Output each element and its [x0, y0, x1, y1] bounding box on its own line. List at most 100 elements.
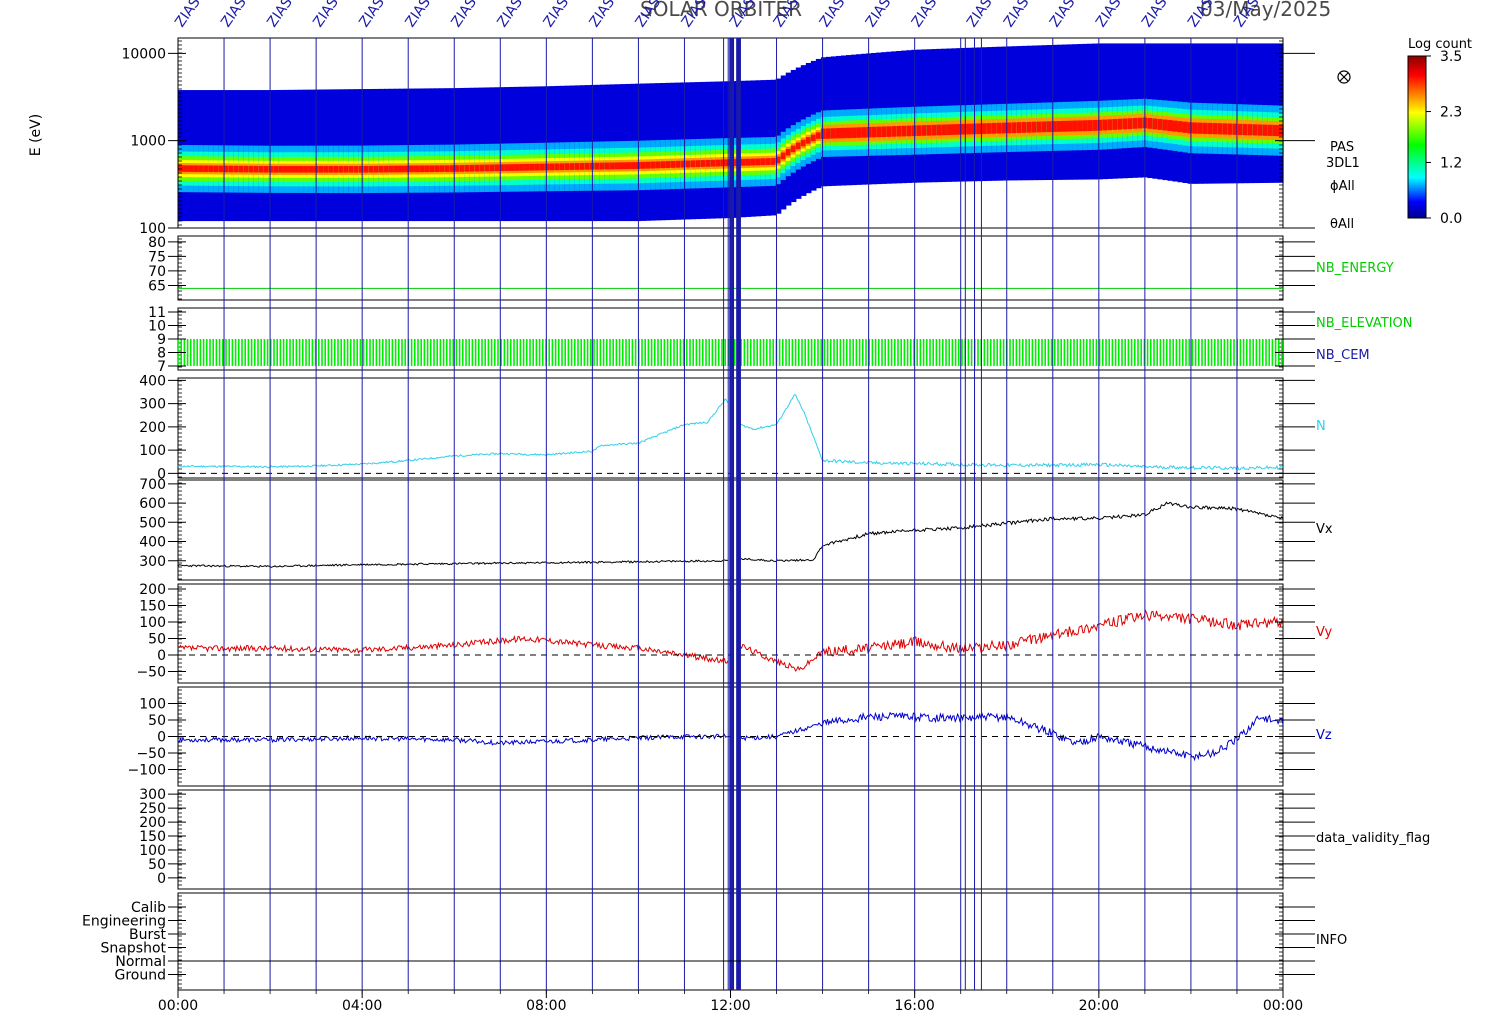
- spectrogram-cell: [544, 163, 551, 171]
- spectrogram-cell: [1026, 121, 1033, 133]
- spectrogram-cell: [203, 165, 209, 173]
- spectrogram-cell: [1011, 122, 1018, 134]
- spectrogram-column: [584, 85, 591, 222]
- spectrogram-column: [750, 80, 757, 217]
- spectrogram-cell: [815, 132, 822, 139]
- y-tick-label-vy: 200: [139, 582, 166, 598]
- spectrogram-column: [911, 49, 917, 183]
- spectrogram-cell: [1087, 120, 1093, 131]
- spectrogram-column: [620, 84, 626, 222]
- spectrogram-cell: [479, 164, 485, 172]
- spectrogram-cell: [680, 160, 686, 168]
- spectrogram-cell: [780, 152, 787, 160]
- zias-marker-label: ZIAS: [1001, 0, 1033, 30]
- spectrogram-cell: [318, 166, 325, 173]
- spectrogram-cell: [976, 123, 983, 135]
- spectrogram-column: [665, 82, 671, 221]
- spectrogram-cell: [906, 125, 912, 137]
- y-tick-label-validity: 0: [157, 871, 166, 887]
- spectrogram-column: [1067, 44, 1073, 180]
- y-tick-label-n: 300: [139, 397, 166, 413]
- spectrogram-column: [358, 89, 365, 222]
- spectrogram-column: [1197, 43, 1204, 184]
- colorbar-tick-label: 0.0: [1440, 211, 1462, 227]
- spectrogram-column: [253, 90, 259, 222]
- spectrogram-cell: [514, 164, 521, 171]
- spectrogram-column: [705, 81, 712, 219]
- spectrogram-cell: [1097, 119, 1103, 131]
- spectrogram-column: [439, 88, 445, 222]
- spectrogram-cell: [419, 165, 425, 173]
- spectrogram-column: [685, 82, 691, 220]
- time-axis: 00:00 04:00 08:00 12:00 16:00 20:00 00:00: [158, 990, 1303, 1014]
- y-tick-label-vz: 50: [148, 713, 166, 729]
- spectrogram-column: [675, 82, 681, 220]
- spectrogram-column: [1242, 43, 1249, 184]
- spectrogram-column: [1162, 43, 1169, 181]
- spectrogram-column: [1227, 43, 1234, 184]
- spectrogram-cell: [378, 165, 385, 173]
- spectrogram-cell: [760, 158, 767, 166]
- y-tick-label-info: Normal: [115, 954, 166, 970]
- spectrogram-cell: [1147, 118, 1154, 129]
- y-tick-label-spectrogram: 1000: [130, 134, 166, 150]
- spectrogram-column: [509, 86, 516, 222]
- spectrogram-cell: [765, 158, 772, 165]
- spectrogram-column: [1102, 43, 1108, 180]
- y-tick-label-vy: −50: [136, 664, 166, 680]
- spectrogram-column: [233, 90, 239, 222]
- label-vx: Vx: [1316, 522, 1333, 537]
- spectrogram-cell: [1036, 121, 1043, 133]
- spectrogram-column: [856, 54, 862, 185]
- y-tick-label-nb-elevation: 10: [148, 319, 166, 335]
- spectrogram-cell: [740, 158, 747, 166]
- spectrogram-column: [690, 82, 696, 220]
- spectrogram-column: [534, 86, 541, 222]
- spectrogram-column: [1031, 45, 1038, 181]
- spectrogram-column: [841, 55, 847, 186]
- spectrogram-column: [775, 78, 782, 214]
- spectrogram-column: [1232, 43, 1239, 184]
- spectrogram-cell: [188, 165, 194, 172]
- spectrogram-column: [941, 48, 948, 183]
- spectrogram-cell: [655, 161, 661, 169]
- plot-date: 03/May/2025: [1200, 0, 1331, 21]
- spectrogram-cell: [630, 162, 636, 170]
- spectrogram-column: [1051, 44, 1058, 180]
- spectrogram-column: [805, 62, 812, 194]
- spectrogram-column: [670, 82, 676, 220]
- spectrogram-column: [1036, 45, 1043, 181]
- spectrogram-cell: [288, 166, 295, 173]
- spectrogram-cell: [489, 164, 496, 172]
- spectrogram-cell: [1127, 118, 1133, 130]
- spectrogram-cell: [1257, 124, 1264, 136]
- spectrogram-cell: [1062, 120, 1068, 132]
- spectrogram-cell: [574, 163, 581, 170]
- spectrogram-column: [861, 53, 867, 185]
- spectrogram-column: [1237, 43, 1244, 184]
- spectrogram-cell: [1117, 118, 1123, 130]
- spectrogram-column: [484, 87, 491, 222]
- spectrogram-cell: [1237, 123, 1244, 136]
- spectrogram-cell: [414, 165, 420, 173]
- x-tick-label: 16:00: [894, 998, 934, 1014]
- spectrogram-column: [414, 88, 420, 222]
- spectrogram-cell: [800, 139, 807, 147]
- spectrogram-column: [494, 87, 501, 222]
- spectrogram-cell: [504, 164, 511, 171]
- spectrogram-column: [193, 90, 199, 222]
- spectrogram-cell: [645, 161, 651, 169]
- spectrogram-cell: [825, 128, 832, 139]
- spectrogram-column: [1137, 43, 1143, 178]
- spectrogram-cell: [1277, 125, 1284, 137]
- spectrogram-column: [770, 79, 777, 216]
- spectrogram-column: [640, 83, 646, 221]
- spectrogram-column: [549, 86, 556, 222]
- spectrogram-cell: [1202, 122, 1209, 134]
- crossed-circle-icon: [1337, 70, 1351, 84]
- spectrogram-column: [273, 90, 280, 222]
- spectrogram-cell: [1192, 122, 1199, 134]
- spectrogram-column: [353, 89, 360, 222]
- spectrogram-cell: [529, 163, 536, 171]
- spectrogram-cell: [283, 166, 290, 173]
